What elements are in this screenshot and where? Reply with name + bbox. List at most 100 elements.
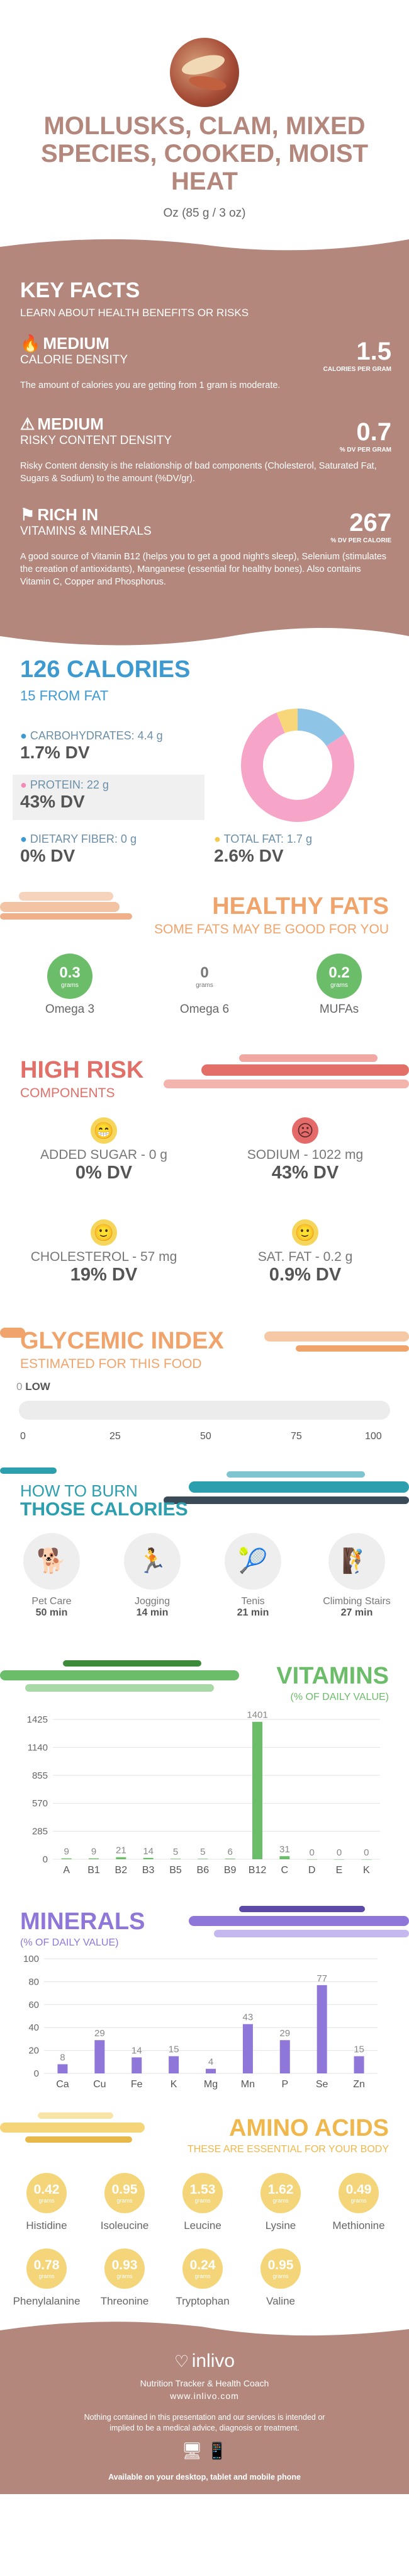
healthy-fats-section: HEALTHY FATS SOME FATS MAY BE GOOD FOR Y… (0, 888, 409, 1052)
page-title: MOLLUSKS, CLAM, MIXED SPECIES, COOKED, M… (40, 112, 369, 195)
bar-Ca (57, 2064, 68, 2073)
tennis-icon: 🎾 (225, 1533, 281, 1590)
bar-E (334, 1859, 344, 1860)
amino-valine: 0.95 grams Valine (243, 2248, 318, 2308)
amino-isoleucine: 0.95 grams Isoleucine (87, 2173, 162, 2232)
smile-face-icon: 🙂 (91, 1219, 117, 1246)
data-label-Zn: 15 (354, 2044, 364, 2055)
healthy-fats-subtitle: SOME FATS MAY BE GOOD FOR YOU (154, 922, 389, 937)
amino-title: AMINO ACIDS (228, 2115, 389, 2141)
footer: ♡ inlivo Nutrition Tracker & Health Coac… (0, 2318, 409, 2494)
donut-slice-fat (276, 709, 298, 733)
footer-url[interactable]: www.inlivo.com (170, 2391, 239, 2401)
data-label-Ca: 8 (60, 2052, 65, 2063)
glycemic-tick-75: 75 (291, 1431, 302, 1442)
category-label-Mn: Mn (241, 2079, 255, 2090)
vitamins-subtitle: (% OF DAILY VALUE) (290, 1692, 389, 1702)
fiber-stat: ● DIETARY FIBER: 0 g 0% DV (20, 833, 137, 865)
data-label-K: 15 (169, 2044, 179, 2055)
category-label-P: P (281, 2079, 288, 2090)
bar-Mg (206, 2068, 216, 2073)
donut-slice-protein (241, 712, 354, 822)
category-label-B3: B3 (142, 1865, 155, 1876)
data-label-E: 0 (337, 1847, 342, 1858)
category-label-Cu: Cu (93, 2079, 106, 2090)
food-photo (170, 38, 239, 107)
y-tick-label: 20 (28, 2046, 39, 2056)
carbs-stat: ● CARBOHYDRATES: 4.4 g 1.7% DV (20, 729, 163, 762)
y-tick-label: 60 (28, 2000, 39, 2010)
bar-C (279, 1856, 290, 1859)
data-label-B6: 5 (200, 1847, 205, 1857)
key-facts-section: KEY FACTS LEARN ABOUT HEALTH BENEFITS OR… (0, 233, 409, 649)
amino-lysine: 1.62 grams Lysine (243, 2173, 318, 2232)
sad-face-icon: ☹ (292, 1117, 318, 1144)
category-label-Zn: Zn (353, 2079, 365, 2090)
devices-icon: 🖥 📱 (181, 2441, 228, 2460)
amino-leucine: 1.53 grams Leucine (165, 2173, 240, 2232)
flame-icon: 🔥 (20, 334, 41, 353)
glycemic-value: 0 LOW (16, 1381, 50, 1393)
amino-section: AMINO ACIDS THESE ARE ESSENTIAL FOR YOUR… (0, 2110, 409, 2318)
data-label-Se: 77 (317, 1973, 327, 1984)
category-label-K: K (363, 1865, 370, 1876)
high-risk-section: HIGH RISK COMPONENTS 😁 ADDED SUGAR - 0 g… (0, 1052, 409, 1323)
data-label-B9: 6 (227, 1847, 232, 1857)
amino-methionine: 0.49 grams Methionine (321, 2173, 396, 2232)
glycemic-tick-100: 100 (365, 1431, 382, 1442)
minerals-subtitle: (% OF DAILY VALUE) (20, 1937, 119, 1948)
glycemic-subtitle: ESTIMATED FOR THIS FOOD (20, 1357, 202, 1371)
activity-pet-care: 🐕 Pet Care 50 min (14, 1533, 89, 1619)
heart-logo-icon: ♡ (174, 2352, 189, 2371)
footer-devices: Available on your desktop, tablet and mo… (108, 2473, 301, 2482)
risk-sodium: ☹ SODIUM - 1022 mg 43% DV (220, 1117, 390, 1183)
bar-P (279, 2040, 290, 2073)
y-tick-label: 1140 (28, 1742, 48, 1753)
category-label-B5: B5 (169, 1865, 182, 1876)
bar-B3 (143, 1857, 154, 1859)
burn-section: HOW TO BURN THOSE CALORIES 🐕 Pet Care 50… (0, 1468, 409, 1656)
y-tick-label: 855 (32, 1770, 48, 1781)
data-label-B12: 1401 (247, 1710, 267, 1721)
vitamins-title: VITAMINS (276, 1663, 389, 1689)
y-tick-label: 80 (28, 1976, 39, 1987)
calories-title: 126 CALORIES (20, 656, 191, 683)
category-label-B1: B1 (87, 1865, 100, 1876)
amino-phenylalanine: 0.78 grams Phenylalanine (9, 2248, 84, 2308)
macro-donut-chart (241, 709, 354, 822)
y-tick-label: 0 (43, 1854, 48, 1865)
data-label-B5: 5 (173, 1847, 178, 1857)
data-label-Cu: 29 (94, 2028, 105, 2039)
bar-D (306, 1859, 317, 1860)
y-tick-label: 0 (34, 2068, 39, 2079)
footer-disclaimer: Nothing contained in this presentation a… (84, 2413, 325, 2432)
glycemic-bar (19, 1401, 390, 1420)
fat-item-omega3: 0.3 grams Omega 3 (35, 954, 104, 1017)
data-label-B1: 9 (91, 1847, 96, 1857)
footer-logo[interactable]: ♡ inlivo (174, 2351, 235, 2371)
data-label-K: 0 (364, 1847, 369, 1858)
fat-item-mufas: 0.2 grams MUFAs (305, 954, 374, 1017)
glycemic-tick-25: 25 (109, 1431, 121, 1442)
category-label-K: K (171, 2079, 177, 2090)
risk-added-sugar: 😁 ADDED SUGAR - 0 g 0% DV (19, 1117, 189, 1183)
glycemic-tick-50: 50 (200, 1431, 211, 1442)
data-label-B2: 21 (116, 1845, 126, 1856)
data-label-A: 9 (64, 1847, 69, 1857)
category-label-Ca: Ca (56, 2079, 69, 2090)
bar-B12 (252, 1721, 262, 1859)
category-label-C: C (281, 1865, 289, 1876)
bar-Fe (132, 2057, 142, 2073)
warning-icon: ⚠ (20, 414, 35, 433)
burn-title-2: THOSE CALORIES (20, 1499, 188, 1520)
amino-subtitle: THESE ARE ESSENTIAL FOR YOUR BODY (187, 2144, 389, 2155)
minerals-title: MINERALS (20, 1908, 145, 1935)
bar-K (361, 1859, 372, 1860)
glycemic-tick-0: 0 (20, 1431, 26, 1442)
glycemic-section: GLYCEMIC INDEX ESTIMATED FOR THIS FOOD 0… (0, 1323, 409, 1468)
high-risk-subtitle: COMPONENTS (20, 1086, 115, 1100)
category-label-A: A (63, 1865, 70, 1876)
y-tick-label: 570 (32, 1798, 48, 1809)
y-tick-label: 1425 (27, 1714, 48, 1725)
vitamins-section: VITAMINS (% OF DAILY VALUE) 0 285 570 855 11… (0, 1656, 409, 1902)
